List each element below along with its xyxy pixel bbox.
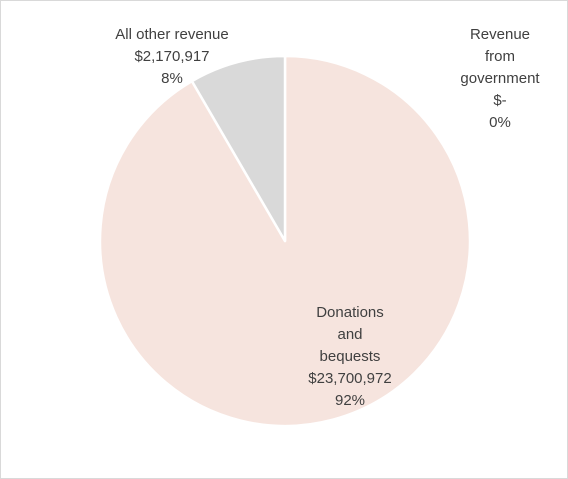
- slice-category-label: bequests: [319, 348, 381, 365]
- pie-slice-2: [190, 54, 287, 243]
- slice-category-label: Revenue: [469, 26, 531, 43]
- slice-category-label: government: [460, 70, 540, 87]
- pie-slices: [98, 54, 472, 428]
- data-label-all-other-revenue: All other revenue $2,170,917 8%: [82, 24, 262, 90]
- slice-value-label: $-: [493, 92, 507, 109]
- data-label-revenue-from-government: Revenue from government $- 0%: [440, 24, 560, 134]
- slice-category-label: Donations: [316, 304, 384, 321]
- data-label-donations-and-bequests: Donations and bequests $23,700,972 92%: [280, 302, 420, 412]
- slice-category-label: All other revenue: [115, 26, 229, 43]
- slice-value-label: $23,700,972: [308, 370, 392, 387]
- slice-percent-label: 0%: [489, 114, 511, 131]
- slice-percent-label: 8%: [161, 70, 183, 87]
- slice-value-label: $2,170,917: [134, 48, 210, 65]
- slice-category-label: from: [485, 48, 515, 65]
- slice-percent-label: 92%: [334, 392, 366, 409]
- slice-category-label: and: [337, 326, 363, 343]
